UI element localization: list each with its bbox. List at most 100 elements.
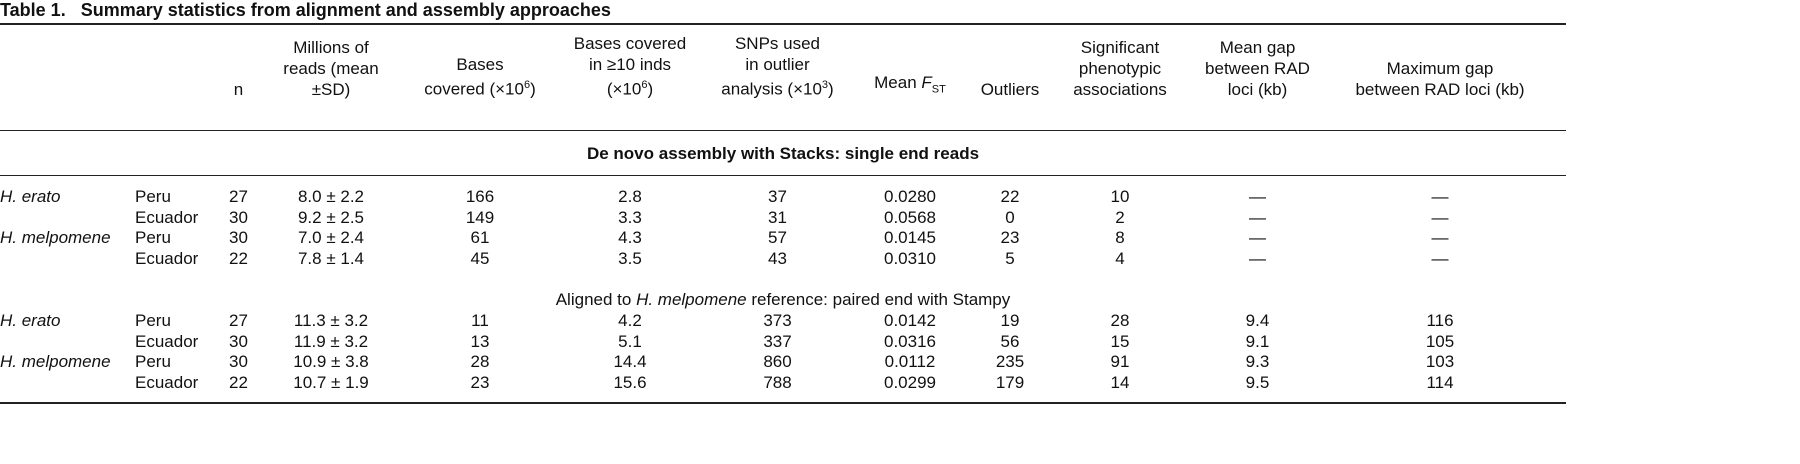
table-cell: 19 [1000,311,1020,330]
table-cell: 10.9 ± 3.8 [293,352,369,372]
header-text: loci (kb) [1227,80,1288,99]
header-text: Mean [874,72,922,92]
header-text: ) [647,80,654,99]
table-label: Table 1. [0,0,66,20]
section-title-part: De novo assembly with Stacks: single end… [586,144,980,163]
table-cell: 3.3 [618,207,642,227]
table-cell: 0.0142 [884,311,936,330]
table-cell: 45 [470,249,490,269]
column-header: Bases covered (×106) [405,54,555,100]
table-cell: 37 [768,187,787,206]
table-cell: 61 [470,228,490,248]
header-text: between RAD [1205,59,1310,78]
table-cell: 2.8 [618,187,642,206]
table-cell: 14.4 [613,352,647,372]
species-label: H. erato [0,187,61,206]
table-cell: 4.3 [618,228,642,248]
population-label: Ecuador [135,207,199,227]
column-header: Bases covered in ≥10 inds (×106) [560,33,700,100]
table-cell: 22 [229,249,248,269]
table-cell: 235 [995,352,1025,372]
population-label: Ecuador [135,331,199,351]
header-text: n [233,80,244,99]
table-cell: 15.6 [613,373,647,393]
table-cell: — [1249,228,1266,248]
column-header: n [215,79,262,100]
table-cell: 7.8 ± 1.4 [297,249,365,269]
table-cell: 0.0112 [884,352,936,372]
table-cell: 103 [1425,352,1455,372]
table-title: Summary statistics from alignment and as… [80,0,611,20]
table-cell: 7.0 ± 2.4 [297,228,365,248]
table-cell: 0 [1005,207,1015,227]
table-cell: — [1431,207,1449,227]
top-rule [0,23,1566,25]
header-text: SNPs used [734,34,821,54]
header-text: Bases [456,55,504,75]
section-title-part: Aligned to [555,290,637,309]
column-header: SNPs used in outlier analysis (×103) [700,33,855,100]
table-cell: 10 [1110,187,1130,206]
table-cell: — [1249,249,1266,269]
table-cell: 30 [229,331,248,351]
table-cell: 8.0 ± 2.2 [297,187,365,206]
table-caption: Table 1. Summary statistics from alignme… [0,0,611,21]
table-cell: 2 [1115,207,1125,227]
population-label: Peru [135,228,171,248]
table-cell: 5 [1005,249,1015,269]
column-header: Mean FST [855,72,965,100]
header-text: in ≥10 inds [588,55,672,75]
table-cell: 860 [763,352,792,372]
section-title: De novo assembly with Stacks: single end… [0,144,1566,164]
header-text: associations [1073,80,1167,99]
column-header: Significant phenotypic associations [1055,37,1185,100]
table-cell: 23 [1000,228,1020,248]
header-text: (×10 [606,80,642,99]
column-header: Maximum gap between RAD loci (kb) [1330,58,1550,100]
table-cell: 31 [768,207,787,227]
column-header: Outliers [965,79,1055,100]
table-cell: 22 [1000,187,1020,206]
table-cell: 11.9 ± 3.2 [293,331,369,351]
table-cell: 0.0299 [884,373,936,393]
species-label: H. melpomene [0,228,111,248]
table-cell: 43 [768,249,787,269]
population-label: Ecuador [135,373,199,393]
table-cell: 11.3 ± 3.2 [293,311,369,330]
table-cell: 5.1 [618,331,642,351]
table-cell: 23 [470,373,490,393]
table-cell: 373 [763,311,792,330]
table-cell: 788 [763,373,792,393]
header-italic: F [921,72,932,92]
table-cell: 116 [1426,311,1454,330]
section-title-part: H. melpomene [636,290,747,309]
table-cell: 9.3 [1245,352,1270,372]
header-text: reads (mean [283,59,379,78]
table-cell: 149 [465,207,495,227]
table-cell: 56 [1000,331,1020,351]
table-cell: 0.0568 [884,207,936,227]
species-label: H. melpomene [0,352,111,372]
table-cell: 166 [465,187,495,206]
header-subscript: ST [931,83,946,95]
table-cell: 57 [768,228,787,248]
table-cell: 91 [1110,352,1130,372]
header-text: analysis (×10 [721,80,822,99]
header-text: between RAD loci (kb) [1355,80,1525,99]
table-cell: 0.0145 [884,228,936,248]
header-text: Significant [1080,38,1160,57]
header-superscript: 6 [641,79,648,92]
table-cell: 337 [763,331,792,351]
table-cell: 30 [229,228,248,248]
table-cell: 105 [1425,331,1455,351]
table-cell: 0.0316 [884,331,936,351]
section-rule [0,175,1566,176]
bottom-rule [0,402,1566,404]
header-text: Mean gap [1219,38,1296,57]
table-cell: — [1249,187,1266,206]
header-text: phenotypic [1078,59,1162,78]
table-cell: — [1249,207,1266,227]
table-cell: 30 [229,207,248,227]
table-cell: 11 [471,311,489,330]
